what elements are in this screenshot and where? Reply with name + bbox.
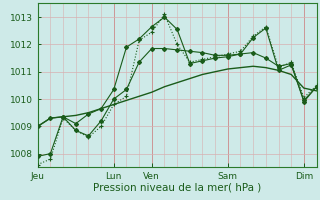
X-axis label: Pression niveau de la mer( hPa ): Pression niveau de la mer( hPa ) [93, 183, 261, 193]
